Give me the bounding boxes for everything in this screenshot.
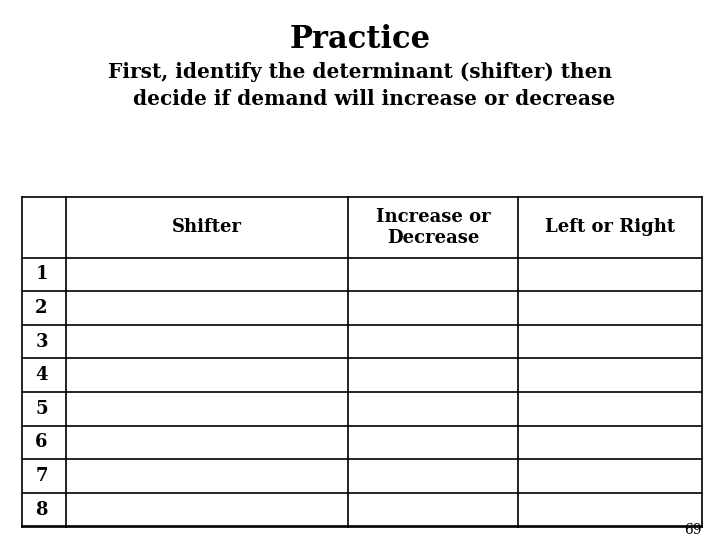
Text: 1: 1 (35, 265, 48, 284)
Text: 8: 8 (35, 501, 48, 519)
Text: Shifter: Shifter (172, 218, 242, 237)
Text: 6: 6 (35, 434, 48, 451)
Text: 69: 69 (685, 523, 702, 537)
Text: 5: 5 (35, 400, 48, 418)
Text: Practice: Practice (289, 24, 431, 55)
Text: 7: 7 (35, 467, 48, 485)
Text: Increase or
Decrease: Increase or Decrease (376, 208, 490, 247)
Text: decide if demand will increase or decrease: decide if demand will increase or decrea… (105, 89, 615, 109)
Text: First, identify the determinant (shifter) then: First, identify the determinant (shifter… (108, 62, 612, 82)
Text: Left or Right: Left or Right (545, 218, 675, 237)
Text: 3: 3 (35, 333, 48, 350)
Text: 4: 4 (35, 366, 48, 384)
Text: 2: 2 (35, 299, 48, 317)
